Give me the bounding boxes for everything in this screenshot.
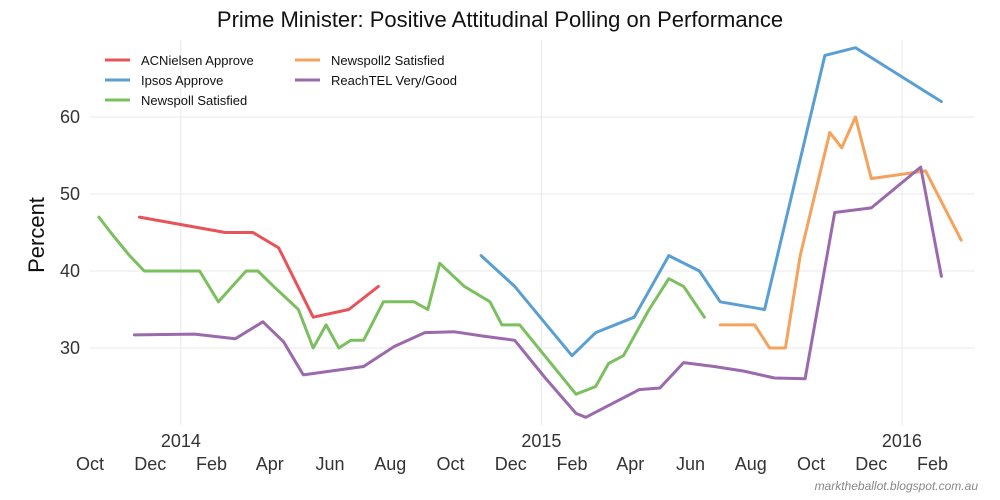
y-tick-label: 40 <box>60 261 80 281</box>
chart-title: Prime Minister: Positive Attitudinal Pol… <box>217 7 783 32</box>
x-tick-label: Dec <box>495 454 527 474</box>
series-line-newspoll2-satisfied <box>718 115 963 350</box>
x-tick-label: Dec <box>134 454 166 474</box>
series-line-ipsos-approve <box>479 46 943 358</box>
legend-label: Ipsos Approve <box>141 73 223 88</box>
series-group <box>97 46 963 419</box>
x-year-label: 2015 <box>521 431 561 451</box>
legend-label: Newspoll2 Satisfied <box>331 53 444 68</box>
x-tick-label: Feb <box>556 454 587 474</box>
grid <box>90 40 975 425</box>
legend-label: Newspoll Satisfied <box>141 93 247 108</box>
series-line-acnielsen-approve <box>137 215 380 319</box>
credit-text: marktheballot.blogspot.com.au <box>815 479 979 493</box>
series-line-newspoll-satisfied <box>97 215 706 396</box>
y-tick-label: 30 <box>60 338 80 358</box>
x-tick-label: Oct <box>437 454 465 474</box>
x-tick-label: Apr <box>616 454 644 474</box>
y-axis-label: Percent <box>24 197 49 273</box>
x-tick-label: Oct <box>76 454 104 474</box>
x-tick-label: Aug <box>374 454 406 474</box>
y-axis: 30 40 50 60 <box>60 107 80 358</box>
x-year-label: 2016 <box>882 431 922 451</box>
x-tick-label: Apr <box>256 454 284 474</box>
x-tick-label: Oct <box>797 454 825 474</box>
x-year-label: 2014 <box>161 431 201 451</box>
x-tick-label: Aug <box>735 454 767 474</box>
x-tick-label: Feb <box>917 454 948 474</box>
legend: ACNielsen Approve Ipsos Approve Newspoll S… <box>105 53 457 108</box>
y-tick-label: 50 <box>60 184 80 204</box>
x-tick-label: Dec <box>855 454 887 474</box>
x-axis: Oct Dec Feb Apr Jun Aug Oct Dec Feb Apr Jun Aug Oct D… <box>76 431 948 474</box>
legend-label: ReachTEL Very/Good <box>331 73 457 88</box>
x-tick-label: Jun <box>676 454 705 474</box>
x-tick-label: Feb <box>196 454 227 474</box>
y-tick-label: 60 <box>60 107 80 127</box>
x-tick-label: Jun <box>316 454 345 474</box>
legend-label: ACNielsen Approve <box>141 53 254 68</box>
series-line-reachtel-very-good <box>132 165 943 419</box>
